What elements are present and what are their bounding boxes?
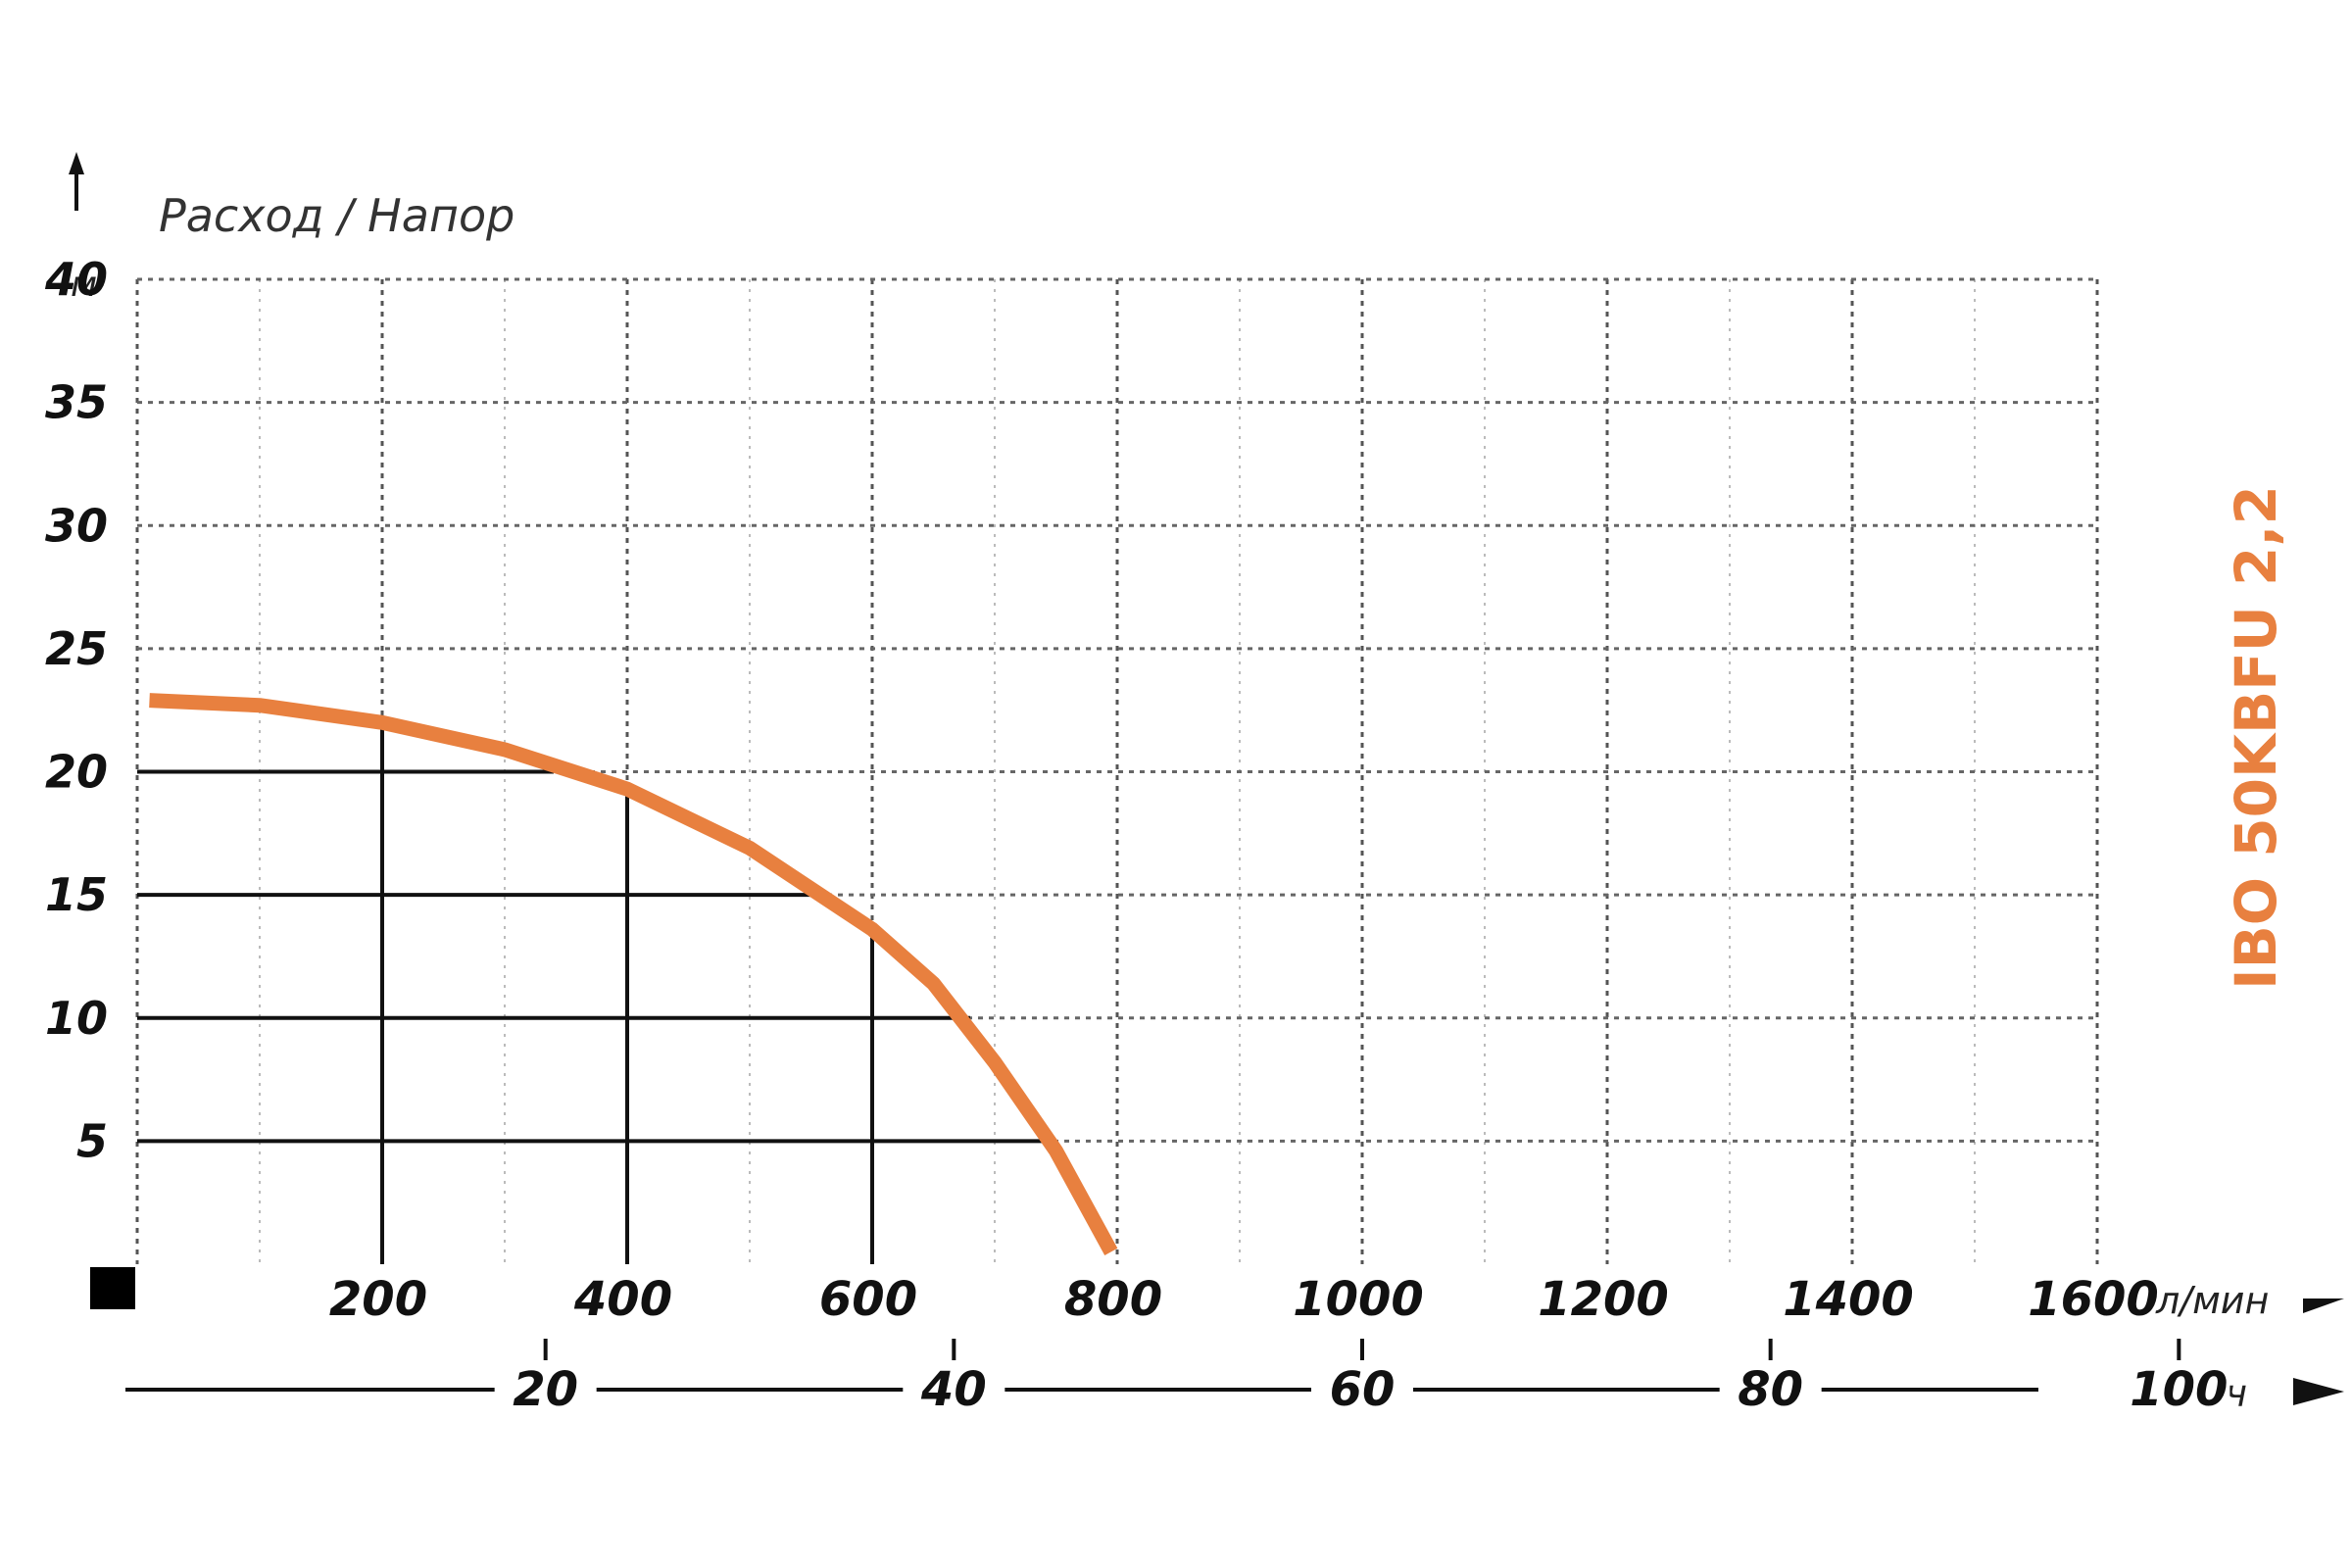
secondary-tick-backdrop	[494, 1368, 597, 1411]
y-tick-label: 35	[45, 376, 108, 429]
y-tick-label: 30	[45, 499, 108, 552]
y-tick-label: 15	[45, 868, 108, 921]
secondary-tick-backdrop	[1719, 1368, 1822, 1411]
y-tick-label: 10	[45, 992, 108, 1045]
x-tick-label: 600	[819, 1272, 917, 1327]
secondary-tick-label: 20	[513, 1362, 578, 1417]
axes: Расход / Напор м л/мин м3/ч IBO 50KBFU 2…	[69, 152, 2344, 1415]
x-tick-label: 200	[329, 1272, 427, 1327]
x-tick-label: 1600	[2028, 1272, 2159, 1327]
series-layer	[149, 693, 1118, 1255]
y-tick-label: 40	[44, 253, 108, 306]
x-tick-label: 400	[573, 1272, 672, 1327]
secondary-tick-label: 100	[2130, 1362, 2228, 1417]
y-tick-label: 20	[45, 746, 108, 799]
secondary-tick-label: 60	[1330, 1362, 1396, 1417]
x-axis-primary-arrow-icon	[2303, 1284, 2344, 1313]
chart-title: Расход / Напор	[159, 189, 514, 242]
secondary-tick-label: 80	[1738, 1362, 1803, 1417]
reference-lines	[137, 722, 1056, 1264]
x-tick-label: 1200	[1538, 1272, 1669, 1327]
y-tick-label: 5	[76, 1114, 108, 1167]
x-tick-label: 1000	[1293, 1272, 1424, 1327]
x-axis-secondary-arrow-icon	[2293, 1378, 2344, 1405]
secondary-tick-backdrop	[903, 1368, 1005, 1411]
y-axis-arrow-icon	[69, 152, 84, 174]
x-tick-label: 1400	[1783, 1272, 1914, 1327]
model-label: IBO 50KBFU 2,2	[2223, 485, 2289, 990]
x-axis-primary-unit: л/мин	[2155, 1279, 2269, 1322]
x-tick-label: 800	[1064, 1272, 1162, 1327]
secondary-tick-backdrop	[1311, 1368, 1413, 1411]
y-axis-unit: м	[71, 265, 97, 305]
secondary-tick-label: 40	[920, 1362, 987, 1417]
series-line	[149, 693, 1118, 1255]
y-tick-label: 25	[45, 622, 108, 675]
y-tick-labels: 40 35 30 25 20 15 10 5	[44, 253, 108, 1167]
secondary-x-axis: 20 40 60 80 100	[125, 1339, 2230, 1417]
secondary-tick-backdrop	[2128, 1368, 2230, 1411]
x-tick-labels: 200 400 600 800 1000 1200 1400 1600	[329, 1272, 2159, 1327]
origin-square-icon	[90, 1267, 135, 1309]
